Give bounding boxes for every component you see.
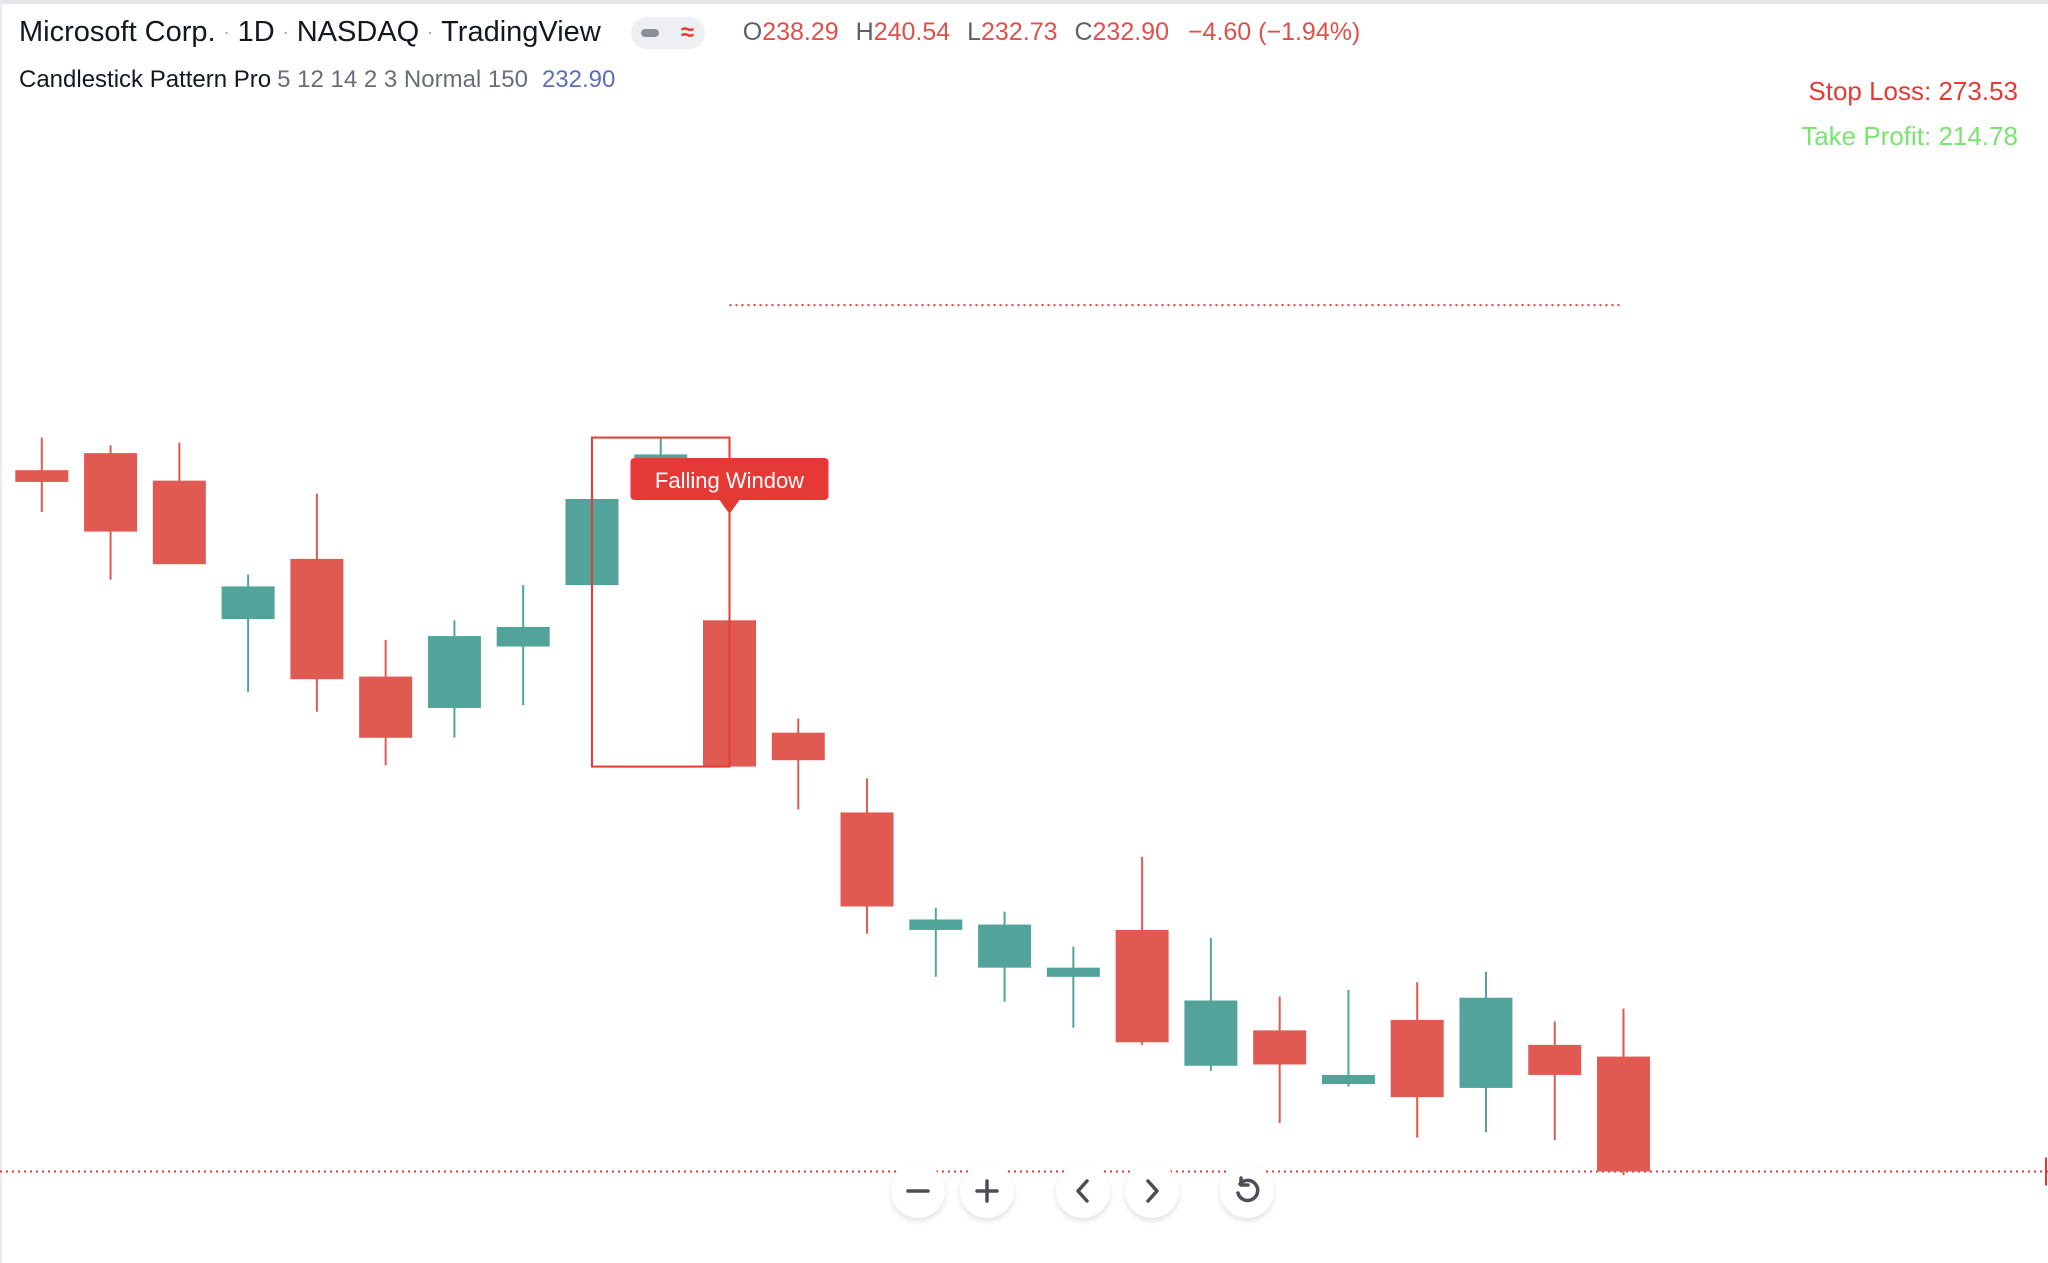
low-label: L — [967, 18, 982, 46]
plus-icon — [975, 1179, 999, 1203]
exchange: NASDAQ — [296, 16, 420, 48]
candle-body — [427, 636, 481, 708]
candle-body — [359, 676, 413, 738]
stop-loss-label: Stop Loss: 273.53 — [1808, 76, 2018, 106]
minus-icon — [906, 1189, 930, 1193]
window-left-border — [0, 0, 2, 1263]
separator: · — [223, 22, 230, 42]
candle-body — [1046, 967, 1100, 977]
low-value: 232.73 — [981, 18, 1058, 46]
candle — [1597, 1008, 1651, 1176]
open-label: O — [742, 18, 763, 46]
candle — [15, 437, 69, 512]
close-value: 232.90 — [1092, 18, 1169, 46]
candle — [427, 620, 481, 738]
symbol-name[interactable]: Microsoft Corp. — [19, 16, 216, 48]
ohlc-values: O238.29 H240.54 L232.73 C232.90 −4.60 (−… — [733, 18, 1361, 47]
candle-body — [152, 480, 206, 565]
pattern-label-bg — [630, 458, 829, 500]
zoom-in-button[interactable] — [960, 1164, 1014, 1218]
candle-body — [1321, 1074, 1375, 1085]
candle-body — [496, 626, 550, 647]
source: TradingView — [441, 16, 601, 48]
candle — [84, 445, 138, 580]
candle — [1046, 946, 1100, 1028]
candle-body — [84, 453, 138, 532]
open-value: 238.29 — [762, 18, 839, 46]
candle — [1390, 982, 1444, 1138]
candle-body — [978, 924, 1032, 968]
candle — [1184, 937, 1238, 1071]
close-label: C — [1074, 18, 1093, 46]
collapse-icon — [641, 28, 660, 37]
candle — [1528, 1021, 1582, 1141]
candle-body — [1253, 1030, 1307, 1065]
candle-body — [290, 558, 344, 680]
wave-icon: ≈ — [680, 18, 695, 46]
candle — [978, 911, 1032, 1002]
zoom-out-button[interactable] — [891, 1164, 945, 1218]
change-value: −4.60 (−1.94%) — [1187, 18, 1361, 46]
candle — [771, 718, 825, 810]
pattern-label-pointer — [719, 500, 740, 514]
scroll-right-button[interactable] — [1125, 1164, 1179, 1218]
candle-body — [771, 732, 825, 761]
separator: · — [282, 22, 289, 42]
candle-body — [221, 586, 275, 620]
chevron-left-icon — [1076, 1179, 1089, 1203]
candle-body — [1528, 1044, 1582, 1075]
candle — [909, 907, 963, 977]
legend-toggle[interactable]: ≈ — [630, 16, 705, 49]
candle — [359, 639, 413, 766]
pattern-label: Falling Window — [655, 468, 804, 493]
candle — [840, 778, 894, 934]
candle-body — [1184, 1000, 1238, 1066]
symbol-legend: Microsoft Corp. · 1D · NASDAQ · TradingV… — [19, 16, 1360, 49]
high-label: H — [855, 18, 874, 46]
interval[interactable]: 1D — [237, 16, 275, 48]
candle-body — [1115, 929, 1169, 1043]
reset-icon — [1236, 1176, 1260, 1203]
chevron-right-icon — [1146, 1179, 1159, 1203]
candle — [221, 574, 275, 693]
pattern-box — [590, 436, 731, 768]
candle-body — [15, 470, 69, 482]
reset-chart-button[interactable] — [1220, 1164, 1274, 1218]
scroll-left-button[interactable] — [1056, 1164, 1110, 1218]
candle — [496, 585, 550, 706]
candle — [152, 442, 206, 565]
high-value: 240.54 — [873, 18, 951, 46]
candle-body — [1459, 997, 1513, 1088]
candle — [290, 493, 344, 712]
window-top-border — [0, 0, 2048, 4]
candle — [1115, 856, 1169, 1045]
candle-body — [1390, 1019, 1444, 1098]
candle-body — [840, 812, 894, 907]
indicator-name: Candlestick Pattern Pro — [19, 66, 272, 93]
indicator-value: 232.90 — [541, 66, 616, 93]
take-profit-label: Take Profit: 214.78 — [1801, 121, 2018, 151]
indicator-params: 5 12 14 2 3 Normal 150 — [277, 66, 528, 93]
separator: · — [427, 22, 434, 42]
candle — [1321, 990, 1375, 1087]
candle-body — [909, 919, 963, 930]
candle — [1253, 996, 1307, 1124]
indicator-legend[interactable]: Candlestick Pattern Pro 5 12 14 2 3 Norma… — [19, 66, 615, 94]
candle-body — [1597, 1056, 1651, 1172]
candle — [1459, 971, 1513, 1133]
